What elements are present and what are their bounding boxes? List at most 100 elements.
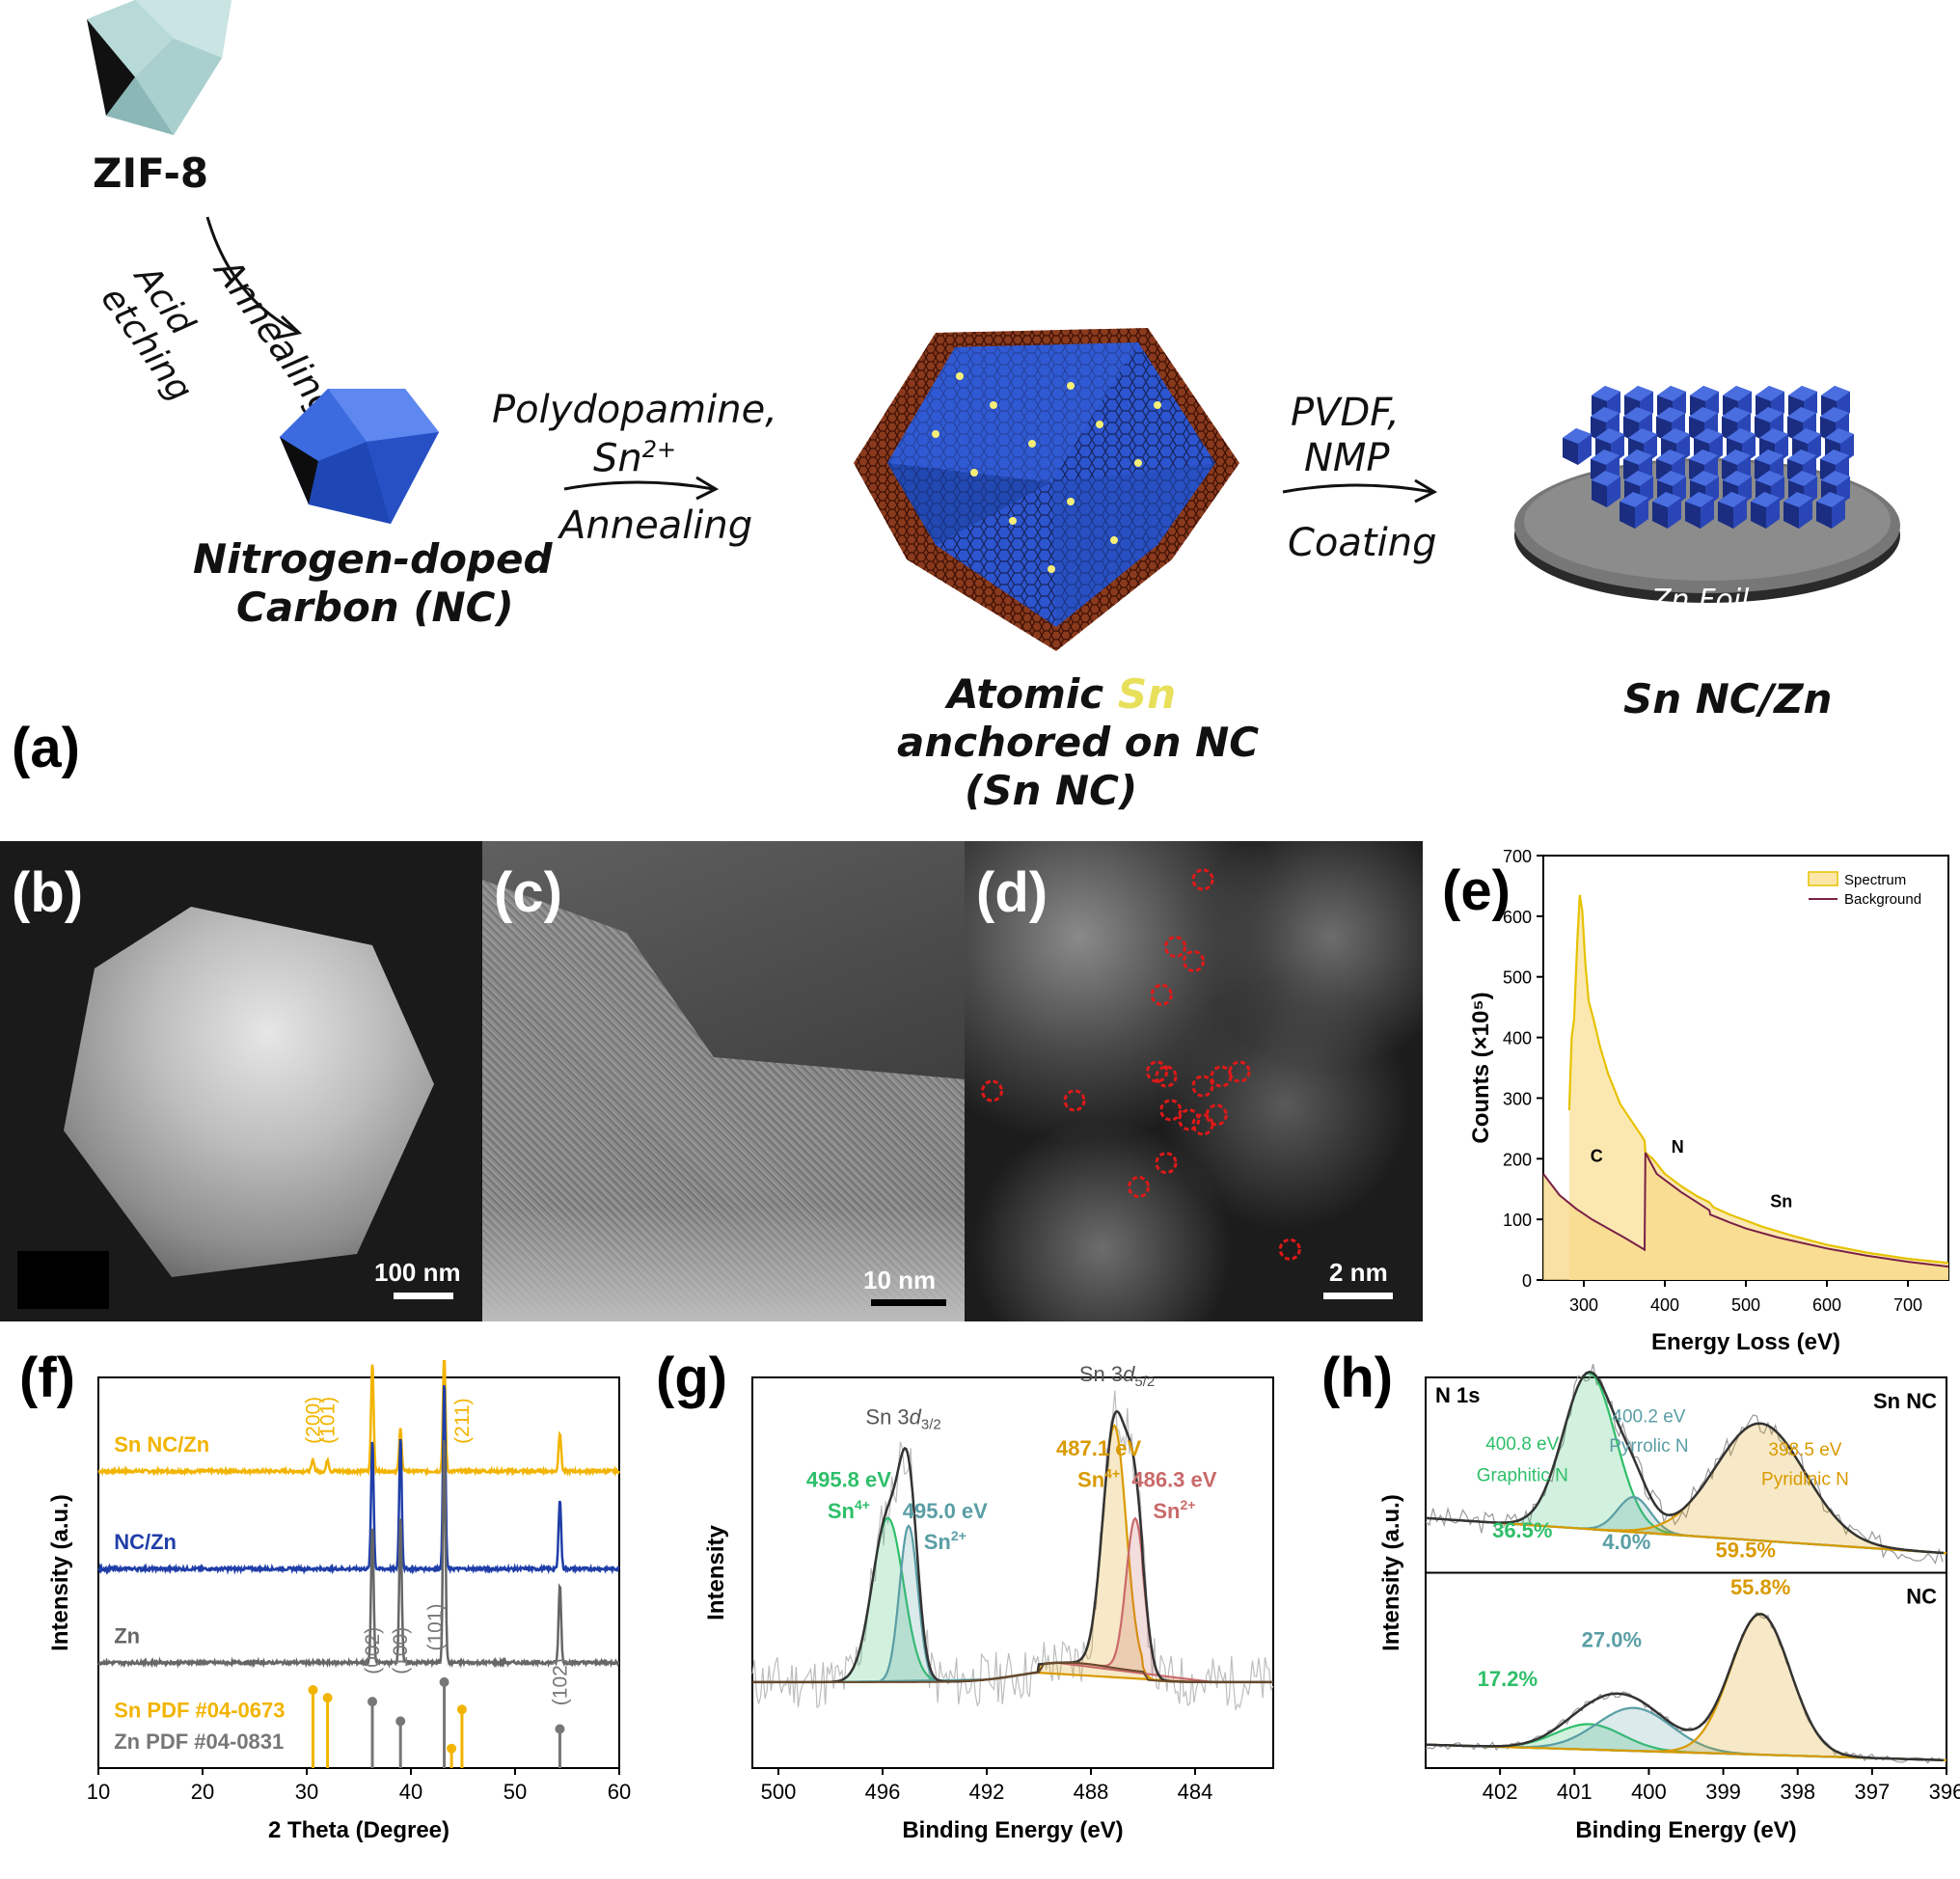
n1s-envelope-1 bbox=[1425, 1613, 1944, 1762]
background-fill bbox=[1543, 1153, 1948, 1280]
eels-chart: 300 400 500 600 700 0 100 200 300 400 500 600 700 Ene… bbox=[1468, 847, 1949, 1355]
x-axis-label: Energy Loss (eV) bbox=[1651, 1329, 1840, 1355]
step2-annealing: Annealing bbox=[559, 504, 753, 548]
panel-letter-d: (d) bbox=[976, 861, 1048, 924]
atom-marker-4 bbox=[1146, 1060, 1168, 1083]
peak-energy-label-2: 487.1 eV bbox=[1056, 1436, 1141, 1460]
x-tick-label-3: 600 bbox=[1812, 1295, 1841, 1315]
x-tick-label-0: 402 bbox=[1483, 1780, 1518, 1804]
component-peak-2 bbox=[1035, 1424, 1195, 1684]
peak-state-label-2: Sn4+ bbox=[1077, 1465, 1120, 1491]
single-atom-markers bbox=[981, 868, 1301, 1261]
panel-letter-b: (b) bbox=[12, 861, 84, 924]
raw-spectrum bbox=[751, 1390, 1274, 1712]
sn-nc-label-line3: (Sn NC) bbox=[965, 767, 1138, 814]
legend-label-background: Background bbox=[1844, 891, 1921, 908]
x-tick-label-4: 398 bbox=[1780, 1780, 1815, 1804]
atom-marker-6 bbox=[1191, 1075, 1214, 1098]
nc-crystal-icon bbox=[280, 389, 439, 524]
n1s-percent-top-0: 36.5% bbox=[1492, 1518, 1552, 1542]
sn-nc-label-sn: Sn bbox=[1117, 670, 1176, 718]
step1-arrow bbox=[205, 216, 303, 340]
scale-label-b: 100 nm bbox=[374, 1258, 461, 1287]
x-tick-label-0: 300 bbox=[1569, 1295, 1598, 1315]
y-tick-label-2: 200 bbox=[1503, 1150, 1532, 1169]
n1s-name-label-2: Pyridinic N bbox=[1761, 1469, 1849, 1489]
xrd-series-0 bbox=[97, 1360, 620, 1478]
foil-particle-42 bbox=[1652, 492, 1681, 529]
foil-particle-41 bbox=[1620, 492, 1648, 529]
x-tick-label-1: 400 bbox=[1650, 1295, 1679, 1315]
schematic-panel: ZIF-8 Annealing Acid etching Nitrogen-do… bbox=[0, 0, 1960, 830]
zn-foil-label: Zn Foil bbox=[1651, 584, 1750, 617]
x-tick-label-2: 500 bbox=[1731, 1295, 1760, 1315]
scale-bar-d bbox=[1323, 1293, 1393, 1299]
n1s-percent-top-2: 59.5% bbox=[1716, 1538, 1776, 1562]
x-tick-label-3: 488 bbox=[1074, 1780, 1109, 1804]
panel-letter-c: (c) bbox=[494, 861, 562, 924]
scale-bar-b bbox=[394, 1293, 453, 1299]
eels-annotation-1: N bbox=[1672, 1137, 1684, 1157]
step2-sn-sup: 2+ bbox=[641, 436, 677, 463]
panel-letter-e: (e) bbox=[1442, 859, 1511, 922]
xrd-chart: 10 20 30 40 50 60 2 Theta (Degree) Intensity (a… bbox=[47, 1360, 631, 1843]
micrograph-d: (d) 2 nm bbox=[965, 841, 1423, 1321]
x-tick-label-0: 10 bbox=[87, 1780, 110, 1804]
peak-label-1: (101) bbox=[317, 1397, 340, 1444]
zn-foil-coated bbox=[1514, 386, 1900, 603]
atom-marker-17 bbox=[1278, 1238, 1301, 1261]
peak-state-label-1: Sn2+ bbox=[924, 1528, 966, 1554]
foil-particle-43 bbox=[1685, 492, 1714, 529]
sn-nc-label-atomic: Atomic bbox=[947, 670, 1118, 718]
n1s-name-label-0: Graphitic N bbox=[1477, 1465, 1568, 1485]
atom-marker-14 bbox=[1205, 1103, 1228, 1127]
spectrum-fill bbox=[1568, 894, 1948, 1280]
scale-bar-c bbox=[871, 1299, 946, 1306]
eels-annotation-2: Sn bbox=[1770, 1192, 1792, 1212]
xps-sn3d-chart: 500 496 492 488 484 Binding Energy (eV) Intens… bbox=[703, 1362, 1274, 1843]
peak-label-3: (002) bbox=[362, 1627, 384, 1675]
y-tick-label-3: 300 bbox=[1503, 1089, 1532, 1108]
n1s-energy-label-0: 400.8 eV bbox=[1485, 1434, 1559, 1455]
nc-label-line2: Carbon (NC) bbox=[236, 584, 514, 631]
peak-state-label-3: Sn2+ bbox=[1153, 1497, 1195, 1523]
atom-marker-5 bbox=[1155, 1065, 1178, 1088]
xrd-series-1 bbox=[97, 1384, 620, 1575]
subplot-name-0: Sn NC bbox=[1873, 1389, 1937, 1413]
legend-swatch-spectrum bbox=[1808, 871, 1838, 886]
ref-marker-0-2 bbox=[447, 1743, 457, 1754]
plot-frame bbox=[97, 1376, 620, 1769]
peak-energy-label-1: 495.0 eV bbox=[903, 1499, 988, 1523]
panel-letter-f: (f) bbox=[19, 1347, 75, 1409]
ref-label-1: Zn PDF #04-0831 bbox=[114, 1729, 284, 1754]
n1s-raw-1 bbox=[1425, 1611, 1944, 1764]
foil-particle-45 bbox=[1751, 492, 1780, 529]
peak-energy-label-0: 495.8 eV bbox=[806, 1467, 891, 1491]
final-label: Sn NC/Zn bbox=[1623, 675, 1833, 722]
component-peak-1 bbox=[830, 1524, 987, 1683]
xrd-series-label-2: Zn bbox=[114, 1623, 140, 1648]
x-tick-label-2: 30 bbox=[295, 1780, 318, 1804]
x-tick-label-2: 400 bbox=[1631, 1780, 1667, 1804]
peak-label-5: (101) bbox=[424, 1603, 447, 1650]
y-tick-label-6: 600 bbox=[1503, 908, 1532, 927]
x-axis-label: Binding Energy (eV) bbox=[902, 1817, 1123, 1843]
y-axis-label: Intensity (a.u.) bbox=[1378, 1494, 1404, 1651]
ref-label-0: Sn PDF #04-0673 bbox=[114, 1698, 285, 1722]
x-tick-label-1: 496 bbox=[865, 1780, 901, 1804]
foil-particle-46 bbox=[1783, 492, 1812, 529]
background-line bbox=[1542, 1152, 1949, 1268]
peak-label-0: (200) bbox=[302, 1397, 324, 1444]
foil-particle-44 bbox=[1718, 492, 1747, 529]
micrograph-c: (c) 10 nm bbox=[482, 841, 965, 1321]
atom-marker-9 bbox=[981, 1079, 1003, 1103]
x-tick-label-3: 399 bbox=[1705, 1780, 1741, 1804]
step2-sn-text: Sn bbox=[593, 436, 642, 481]
peak-label-4: (100) bbox=[390, 1627, 412, 1675]
n1s-raw-0 bbox=[1425, 1364, 1944, 1566]
step2-polydopamine: Polydopamine, bbox=[492, 388, 777, 432]
micrograph-b-mask bbox=[17, 1251, 109, 1309]
y-axis-label: Counts (×10⁵) bbox=[1468, 992, 1494, 1143]
atom-marker-1 bbox=[1164, 936, 1186, 959]
ref-marker-0-3 bbox=[456, 1704, 467, 1715]
